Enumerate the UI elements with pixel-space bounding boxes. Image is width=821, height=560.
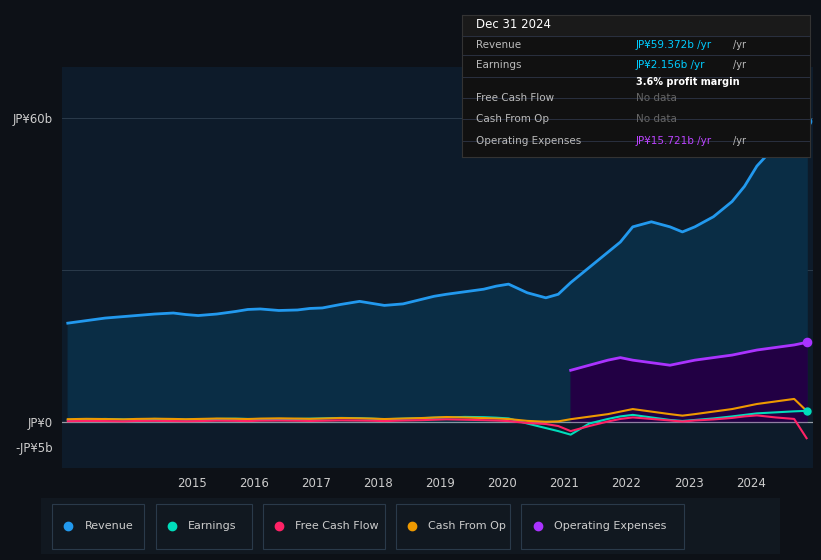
Text: No data: No data bbox=[636, 114, 677, 124]
Text: 3.6% profit margin: 3.6% profit margin bbox=[636, 77, 740, 87]
Text: Earnings: Earnings bbox=[476, 60, 521, 71]
Text: JP¥2.156b /yr: JP¥2.156b /yr bbox=[636, 60, 705, 71]
Text: Dec 31 2024: Dec 31 2024 bbox=[476, 18, 551, 31]
Text: /yr: /yr bbox=[733, 60, 746, 71]
Text: Revenue: Revenue bbox=[85, 521, 133, 531]
Point bbox=[800, 338, 813, 347]
Text: Cash From Op: Cash From Op bbox=[429, 521, 506, 531]
Text: Earnings: Earnings bbox=[188, 521, 236, 531]
Text: Operating Expenses: Operating Expenses bbox=[476, 136, 581, 146]
Text: /yr: /yr bbox=[733, 40, 746, 50]
Text: Cash From Op: Cash From Op bbox=[476, 114, 549, 124]
Point bbox=[800, 407, 813, 416]
Text: Free Cash Flow: Free Cash Flow bbox=[476, 93, 554, 103]
Text: /yr: /yr bbox=[733, 136, 746, 146]
Text: JP¥59.372b /yr: JP¥59.372b /yr bbox=[636, 40, 712, 50]
Text: No data: No data bbox=[636, 93, 677, 103]
Bar bbox=[462, 15, 810, 36]
Point bbox=[800, 116, 813, 125]
Text: Operating Expenses: Operating Expenses bbox=[554, 521, 666, 531]
Text: Revenue: Revenue bbox=[476, 40, 521, 50]
Text: JP¥15.721b /yr: JP¥15.721b /yr bbox=[636, 136, 712, 146]
Text: Free Cash Flow: Free Cash Flow bbox=[296, 521, 378, 531]
